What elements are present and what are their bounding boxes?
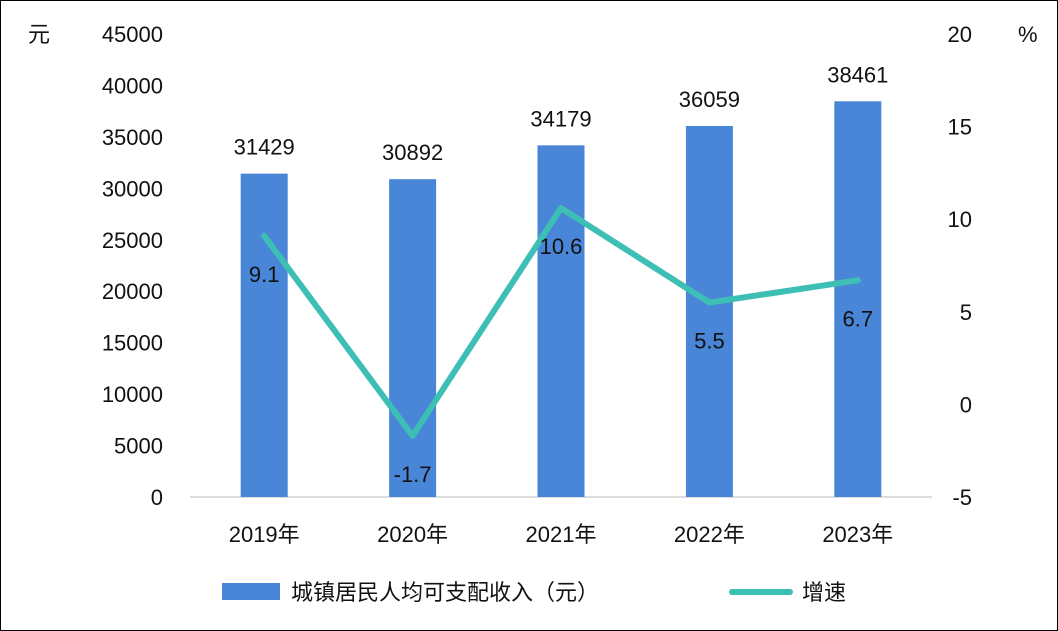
category-label: 2022年 xyxy=(674,522,745,547)
category-label: 2020年 xyxy=(377,522,448,547)
right-y-axis: % -5 0 5 10 15 20 xyxy=(948,22,1038,510)
right-tick-label: 20 xyxy=(948,22,972,47)
growth-point xyxy=(409,432,416,439)
growth-value-label: 9.1 xyxy=(249,262,280,287)
bar-value-label: 36059 xyxy=(679,87,740,112)
left-tick-label: 30000 xyxy=(102,176,163,201)
left-tick-label: 45000 xyxy=(102,22,163,47)
line-layer xyxy=(261,205,861,439)
left-tick-label: 0 xyxy=(151,485,163,510)
right-tick-label: 15 xyxy=(948,115,972,140)
legend: 城镇居民人均可支配收入（元） 增速 xyxy=(222,580,846,605)
legend-label-income: 城镇居民人均可支配收入（元） xyxy=(291,580,599,605)
left-tick-label: 35000 xyxy=(102,125,163,150)
bar xyxy=(240,173,288,498)
left-tick-label: 10000 xyxy=(102,382,163,407)
bar xyxy=(834,101,882,497)
right-tick-label: 5 xyxy=(960,300,972,325)
growth-point xyxy=(854,277,861,284)
bar xyxy=(685,125,733,498)
growth-value-label: 6.7 xyxy=(843,306,874,331)
growth-value-label: 5.5 xyxy=(694,329,725,354)
growth-value-label: 10.6 xyxy=(540,234,583,259)
left-axis-unit: 元 xyxy=(28,22,50,47)
left-tick-label: 5000 xyxy=(114,434,163,459)
right-tick-label: -5 xyxy=(952,485,972,510)
growth-point xyxy=(558,205,564,212)
category-label: 2019年 xyxy=(229,522,300,547)
labels-layer: 31429 30892 34179 36059 38461 9.1 -1.7 10.6 5.5 6… xyxy=(234,62,889,487)
legend-label-growth: 增速 xyxy=(802,580,846,605)
right-tick-label: 0 xyxy=(960,392,972,417)
bar-value-label: 31429 xyxy=(234,135,295,160)
left-y-axis: 元 0 5000 10000 15000 20000 25000 30000 35000 400… xyxy=(28,22,163,510)
bars-layer xyxy=(240,101,882,498)
growth-value-label: -1.7 xyxy=(394,462,432,487)
category-labels: 2019年 2020年 2021年 2022年 2023年 xyxy=(229,522,894,547)
left-tick-label: 20000 xyxy=(102,279,163,304)
bar-value-label: 34179 xyxy=(530,106,591,131)
right-axis-unit: % xyxy=(1018,22,1038,47)
bar xyxy=(537,145,585,497)
growth-point xyxy=(261,232,268,239)
left-tick-label: 25000 xyxy=(102,228,163,253)
category-label: 2021年 xyxy=(526,522,597,547)
bar-value-label: 30892 xyxy=(382,140,443,165)
left-tick-label: 15000 xyxy=(102,331,163,356)
bar-value-label: 38461 xyxy=(827,62,888,87)
category-label: 2023年 xyxy=(822,522,893,547)
legend-swatch-bar xyxy=(222,583,280,600)
left-tick-label: 40000 xyxy=(102,73,163,98)
bar xyxy=(389,179,437,497)
right-tick-label: 10 xyxy=(948,207,972,232)
growth-point xyxy=(706,299,713,306)
